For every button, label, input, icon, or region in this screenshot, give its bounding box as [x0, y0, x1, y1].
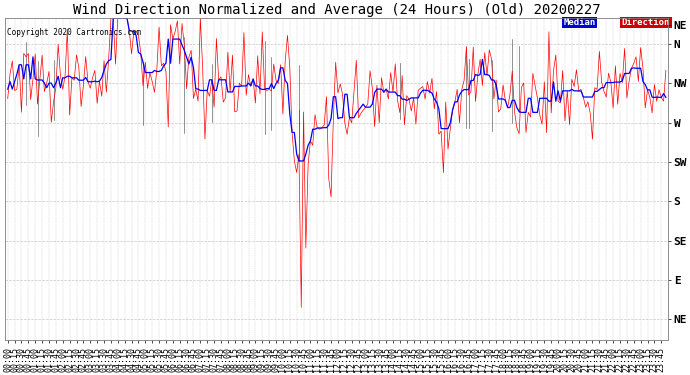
Text: Direction: Direction: [622, 18, 670, 27]
Title: Wind Direction Normalized and Average (24 Hours) (Old) 20200227: Wind Direction Normalized and Average (2…: [73, 3, 600, 17]
Text: Median: Median: [564, 18, 595, 27]
Text: Copyright 2020 Cartronics.com: Copyright 2020 Cartronics.com: [7, 28, 141, 37]
